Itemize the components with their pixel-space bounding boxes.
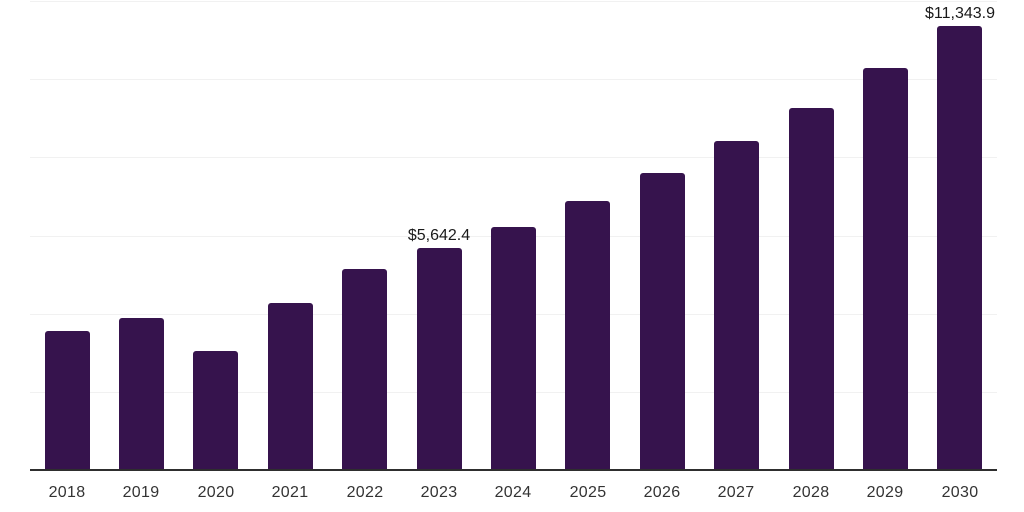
bar-2028 [789, 108, 834, 469]
x-tick-label-2024: 2024 [494, 484, 532, 501]
bar-2024 [491, 227, 536, 469]
x-tick-label-2022: 2022 [346, 484, 384, 501]
bar-2030 [937, 26, 982, 469]
x-tick-label-2030: 2030 [941, 484, 979, 501]
x-tick-label-2019: 2019 [122, 484, 160, 501]
x-axis-line [30, 469, 997, 471]
x-tick-label-2023: 2023 [420, 484, 458, 501]
bar-2019 [119, 318, 164, 469]
x-tick-label-2029: 2029 [866, 484, 904, 501]
x-tick-label-2018: 2018 [48, 484, 86, 501]
plot-area: 2018 2019 2020 2021 2022 2023 $5,642.4 2024 2025… [30, 0, 997, 512]
x-tick-label-2020: 2020 [197, 484, 235, 501]
gridline-12000 [30, 1, 997, 2]
x-tick-label-2028: 2028 [792, 484, 830, 501]
bar-2023 [417, 248, 462, 469]
x-tick-label-2025: 2025 [569, 484, 607, 501]
bar-2020 [193, 351, 238, 469]
gridline-10000 [30, 79, 997, 80]
bar-2027 [714, 141, 759, 469]
bar-2021 [268, 303, 313, 469]
bar-2026 [640, 173, 685, 469]
x-tick-label-2021: 2021 [271, 484, 309, 501]
bar-2025 [565, 201, 610, 469]
gridline-8000 [30, 157, 997, 158]
bar-2029 [863, 68, 908, 469]
x-tick-label-2026: 2026 [643, 484, 681, 501]
x-tick-label-2027: 2027 [717, 484, 755, 501]
bar-2018 [45, 331, 90, 469]
bar-2022 [342, 269, 387, 469]
value-label-2030: $11,343.9 [925, 5, 995, 22]
value-label-2023: $5,642.4 [407, 227, 471, 244]
